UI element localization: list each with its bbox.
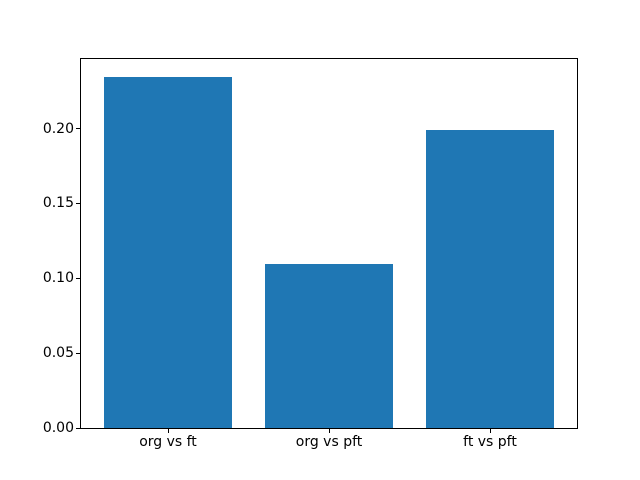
bar-org-vs-pft — [264, 264, 394, 428]
y-tick-mark — [76, 427, 80, 429]
axes: 0.00 0.05 0.10 0.15 0.20 org vs ft org vs pft f… — [43, 58, 578, 449]
y-tick-label: 0.15 — [42, 195, 74, 212]
y-tick-mark — [76, 277, 80, 279]
y-tick-mark — [76, 202, 80, 204]
bar-org-vs-ft — [103, 76, 233, 428]
bar-ft-vs-pft — [425, 129, 555, 428]
y-tick-label: 0.05 — [42, 345, 74, 362]
x-tick-label: org vs pft — [295, 434, 363, 450]
y-tick-mark — [76, 128, 80, 129]
y-tick-label: 0.10 — [42, 270, 74, 287]
x-tick-label: ft vs pft — [463, 434, 517, 450]
y-tick-label: 0.20 — [42, 120, 74, 137]
y-tick-label: 0.00 — [42, 420, 74, 436]
x-tick-mark — [328, 429, 330, 433]
x-tick-label: org vs ft — [139, 434, 197, 450]
y-tick-mark — [76, 352, 80, 354]
x-tick-mark — [489, 429, 491, 433]
x-tick-mark — [167, 429, 169, 433]
